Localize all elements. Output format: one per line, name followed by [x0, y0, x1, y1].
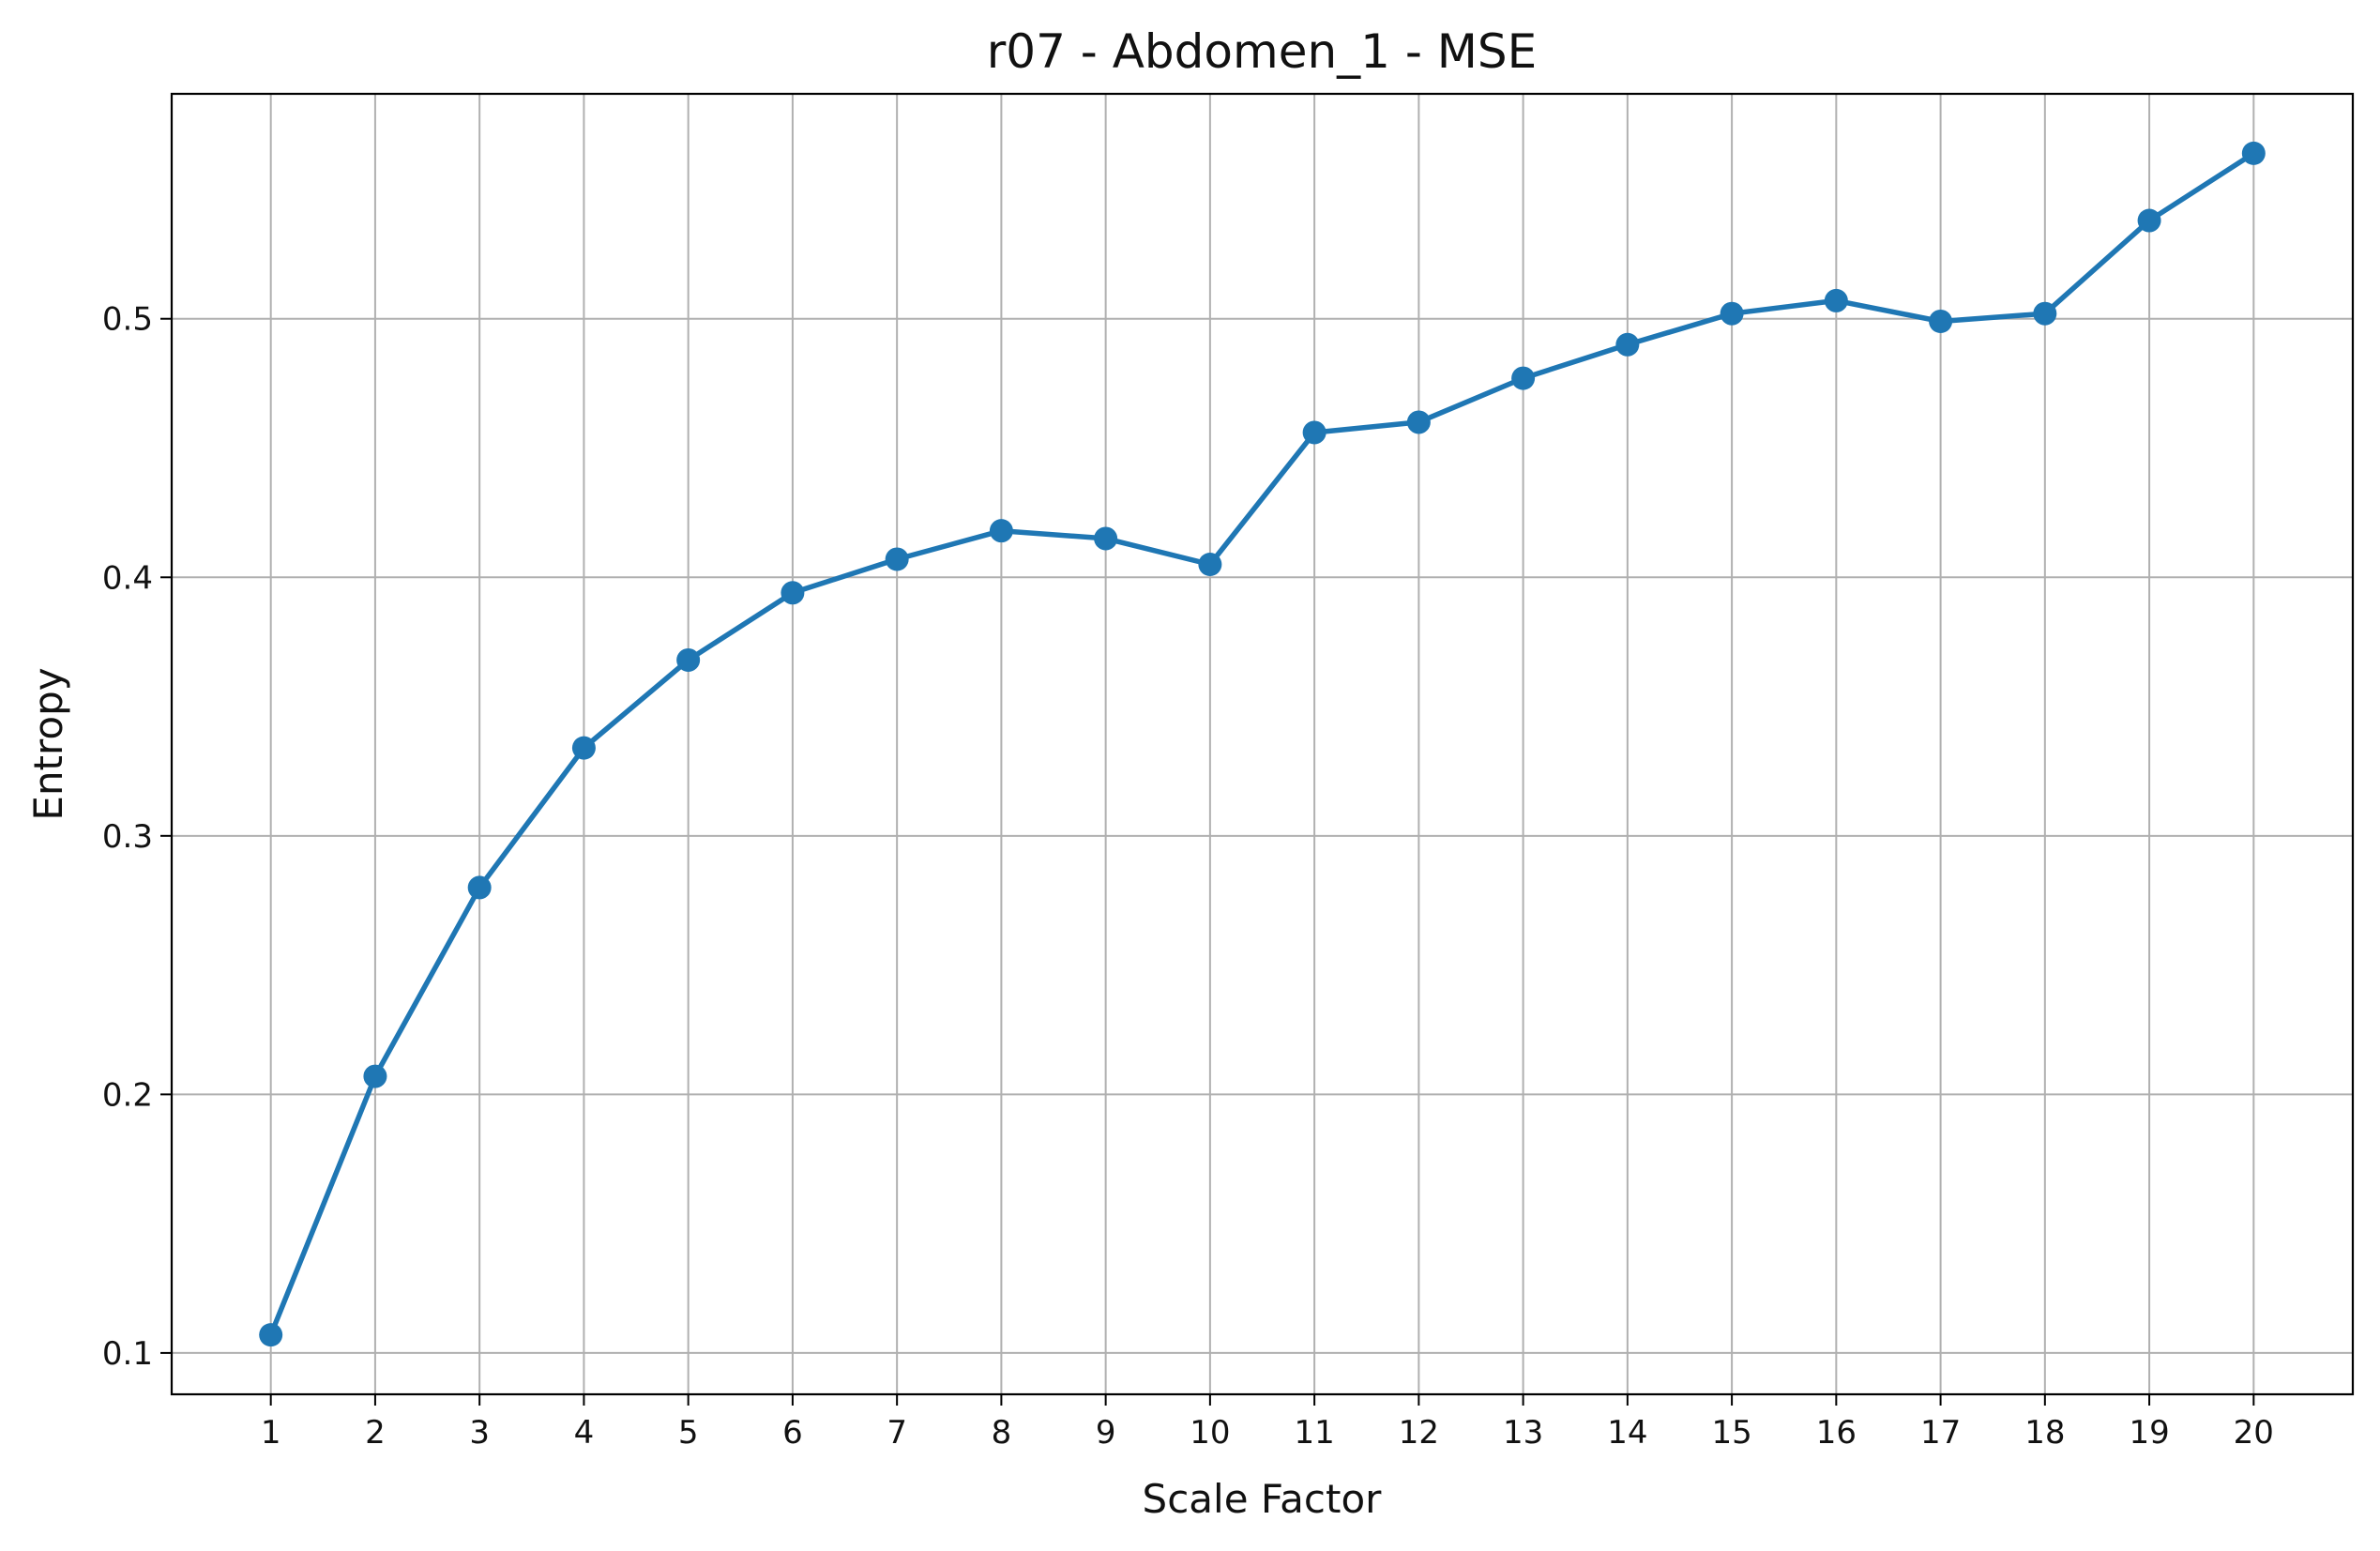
- x-tick-label: 18: [2024, 1414, 2065, 1452]
- data-point: [2241, 141, 2266, 165]
- data-point: [885, 547, 909, 571]
- data-point: [1198, 552, 1222, 576]
- y-axis: 0.1 0.2 0.3 0.4 0.5: [102, 301, 172, 1373]
- x-axis-title: Scale Factor: [1143, 1476, 1383, 1522]
- x-tick-label: 17: [1920, 1414, 1961, 1452]
- data-point: [1094, 526, 1118, 551]
- x-tick-label: 19: [2129, 1414, 2169, 1452]
- x-tick-label: 4: [574, 1414, 595, 1452]
- data-point: [1406, 410, 1431, 434]
- x-tick-label: 11: [1294, 1414, 1334, 1452]
- data-point: [1929, 309, 1953, 333]
- plot-frame: [170, 92, 2355, 1396]
- grid: [172, 94, 2353, 1394]
- x-tick-label: 16: [1816, 1414, 1857, 1452]
- x-tick-label: 10: [1190, 1414, 1230, 1452]
- series-line: [267, 150, 2257, 1338]
- x-tick-label: 8: [992, 1414, 1012, 1452]
- y-axis-title: Entropy: [25, 667, 71, 820]
- data-point: [1511, 366, 1536, 390]
- data-point: [1615, 332, 1640, 357]
- data-point: [2033, 301, 2057, 326]
- x-tick-label: 2: [365, 1414, 386, 1452]
- x-tick-label: 15: [1711, 1414, 1751, 1452]
- data-point: [989, 519, 1013, 543]
- data-point: [676, 647, 701, 672]
- data-point: [259, 1323, 283, 1347]
- y-tick-label: 0.3: [102, 818, 153, 856]
- x-tick-label: 6: [782, 1414, 803, 1452]
- y-tick-label: 0.2: [102, 1076, 153, 1114]
- x-tick-label: 20: [2234, 1414, 2274, 1452]
- data-point: [1720, 301, 1744, 326]
- data-point: [467, 875, 492, 900]
- series-layer: [259, 141, 2266, 1347]
- data-point: [1302, 420, 1326, 445]
- x-axis: 1 2 3 4 5 6 7 8 9 10 11 12 13 14 15 16 17 18 19 20: [261, 1394, 2274, 1452]
- data-point: [363, 1064, 387, 1088]
- data-point: [2137, 208, 2161, 233]
- x-tick-label: 9: [1096, 1414, 1116, 1452]
- x-tick-label: 7: [887, 1414, 907, 1452]
- chart-title: r07 - Abdomen_1 - MSE: [987, 24, 1538, 79]
- x-tick-label: 14: [1607, 1414, 1647, 1452]
- x-tick-label: 12: [1399, 1414, 1439, 1452]
- x-tick-label: 13: [1503, 1414, 1543, 1452]
- data-point: [1824, 288, 1848, 312]
- x-tick-label: 1: [261, 1414, 281, 1452]
- data-point: [781, 581, 805, 605]
- y-tick-label: 0.5: [102, 301, 153, 339]
- data-point: [571, 736, 596, 760]
- x-tick-label: 3: [469, 1414, 490, 1452]
- y-tick-label: 0.1: [102, 1335, 153, 1373]
- x-tick-label: 5: [678, 1414, 699, 1452]
- y-tick-label: 0.4: [102, 559, 153, 597]
